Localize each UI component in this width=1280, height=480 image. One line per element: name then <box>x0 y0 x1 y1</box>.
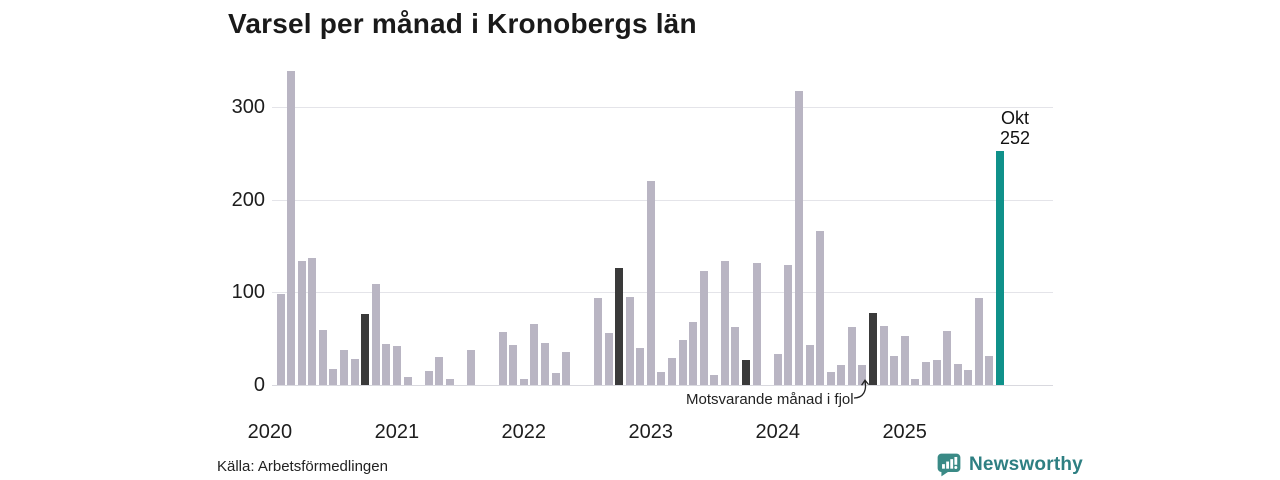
bar-2022-03 <box>541 343 549 385</box>
bar-2024-12 <box>890 356 899 385</box>
bar-2025-02 <box>911 379 920 385</box>
y-axis-tick-200: 200 <box>231 188 265 211</box>
bar-2022-01 <box>519 379 528 385</box>
fjol-annotation-arrow-icon <box>853 379 870 399</box>
gridline-100 <box>272 292 1053 294</box>
bar-2023-01 <box>646 181 655 385</box>
bar-2021-04 <box>424 371 433 385</box>
bar-2021-08 <box>466 349 475 385</box>
bar-2020-06 <box>318 330 327 385</box>
bar-2020-02 <box>276 294 285 385</box>
y-axis-tick-0: 0 <box>253 374 265 396</box>
bar-2025-04 <box>932 360 941 385</box>
bar-2023-10 <box>742 360 750 385</box>
bar-2024-09 <box>858 364 867 385</box>
x-axis-tick-2020: 2020 <box>247 421 293 443</box>
bar-2024-11 <box>879 325 888 385</box>
bar-2020-12 <box>382 344 391 385</box>
bar-2022-11 <box>625 296 634 385</box>
bar-2024-06 <box>826 372 835 385</box>
bar-2024-03 <box>794 91 803 385</box>
bar-2025-03 <box>921 361 930 385</box>
bar-2023-04 <box>678 339 687 385</box>
bar-2020-08 <box>340 349 348 385</box>
x-axis-tick-2025: 2025 <box>882 421 927 443</box>
bar-2023-11 <box>752 262 761 385</box>
bar-2021-12 <box>509 345 518 385</box>
bar-2020-04 <box>297 260 306 385</box>
newsworthy-chart-bubble-icon <box>937 453 961 477</box>
bar-2023-03 <box>668 358 676 385</box>
bar-2020-10 <box>361 313 370 385</box>
bar-2023-06 <box>699 271 708 385</box>
bar-2022-05 <box>562 351 571 385</box>
bar-2021-01 <box>392 346 401 385</box>
bar-2022-10 <box>615 268 624 385</box>
bar-2022-08 <box>593 297 602 385</box>
bar-2025-07 <box>964 370 973 385</box>
current-month-name: Okt <box>1000 108 1029 128</box>
bar-2025-06 <box>953 363 962 385</box>
bar-2024-07 <box>837 364 846 385</box>
bar-2024-01 <box>773 353 782 385</box>
bar-2023-08 <box>720 260 729 385</box>
bar-2023-07 <box>710 374 719 385</box>
bar-2024-02 <box>784 264 793 385</box>
bar-2020-07 <box>329 369 338 385</box>
fjol-annotation-text: Motsvarande månad i fjol <box>686 391 854 408</box>
bar-2021-05 <box>435 357 444 385</box>
source-caption: Källa: Arbetsförmedlingen <box>217 458 388 475</box>
gridline-300 <box>272 106 1053 108</box>
bar-2025-01 <box>900 335 909 385</box>
bar-2020-11 <box>371 284 380 385</box>
bar-2024-10 <box>869 312 877 385</box>
bar-2023-05 <box>689 322 698 385</box>
x-axis-tick-2024: 2024 <box>755 421 801 443</box>
current-month-label: Okt 252 <box>991 108 1039 148</box>
bar-2022-02 <box>530 323 539 385</box>
bar-2020-09 <box>350 359 359 385</box>
current-month-value: 252 <box>999 128 1031 148</box>
newsworthy-wordmark: Newsworthy <box>969 454 1083 475</box>
x-axis-tick-2023: 2023 <box>628 421 674 443</box>
chart-title: Varsel per månad i Kronobergs län <box>228 8 697 39</box>
bar-2022-12 <box>636 347 645 385</box>
newsworthy-logo: Newsworthy <box>936 451 1083 479</box>
y-axis-tick-100: 100 <box>231 281 265 304</box>
bar-2021-06 <box>445 378 454 385</box>
bar-2020-03 <box>287 70 296 385</box>
bar-2025-10 <box>995 151 1004 385</box>
bar-2024-08 <box>847 326 856 385</box>
gridline-0 <box>272 385 1053 386</box>
bar-2021-11 <box>498 332 507 385</box>
bar-2024-05 <box>816 231 825 385</box>
bar-2025-09 <box>985 356 994 385</box>
bar-2020-05 <box>308 258 317 385</box>
bar-2025-05 <box>943 331 951 385</box>
bar-2023-09 <box>731 326 740 385</box>
bar-2022-04 <box>551 372 560 385</box>
y-axis-tick-300: 300 <box>231 95 265 118</box>
gridline-200 <box>272 199 1053 201</box>
bar-2024-04 <box>805 345 814 385</box>
bar-2022-09 <box>604 333 613 385</box>
x-axis-tick-2021: 2021 <box>374 421 420 443</box>
bar-2021-02 <box>403 376 412 385</box>
x-axis-tick-2022: 2022 <box>501 421 547 443</box>
bar-2023-02 <box>657 372 666 385</box>
bar-2025-08 <box>974 297 983 385</box>
